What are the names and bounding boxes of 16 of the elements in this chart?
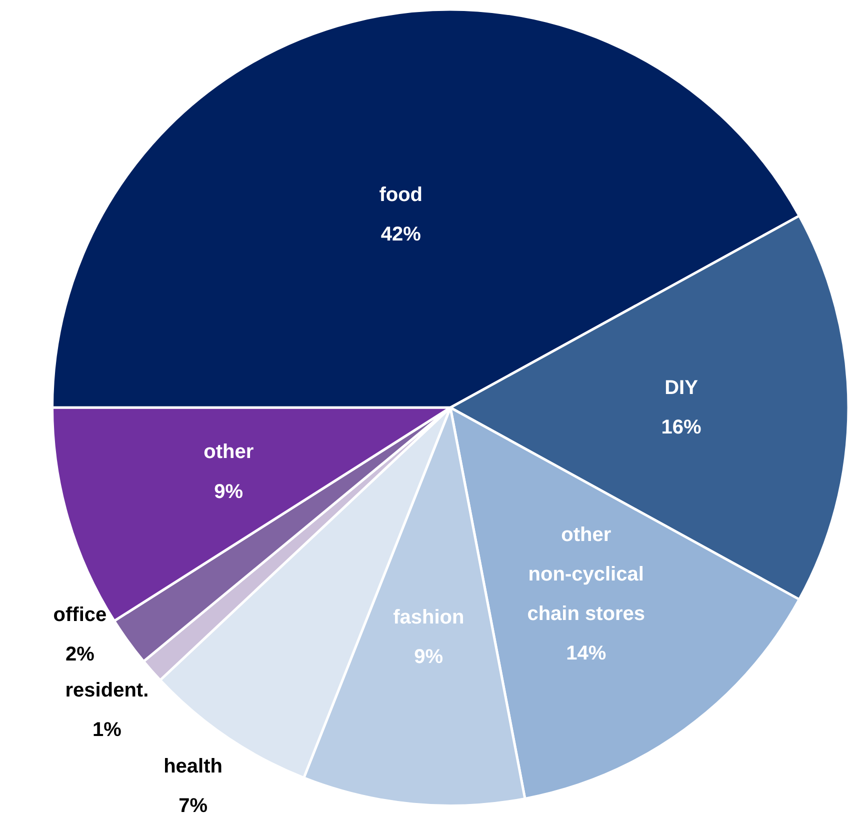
slice-label: resident.: [65, 679, 149, 702]
slice-label: health: [164, 755, 222, 778]
data-label: 14%: [566, 642, 606, 665]
slice-label: other: [204, 441, 254, 464]
slice-label: fashion: [393, 606, 464, 629]
data-label: 2%: [66, 643, 95, 666]
slice-label: other non-cyclical chain stores: [527, 524, 646, 626]
slice-label: office: [53, 604, 107, 626]
data-label: 1%: [92, 719, 122, 742]
data-label: 9%: [414, 646, 444, 668]
data-label: 42%: [380, 224, 422, 246]
slice-label: food: [379, 184, 423, 206]
data-label: 16%: [661, 416, 702, 438]
data-label: 9%: [214, 480, 244, 503]
data-label: 7%: [178, 794, 208, 817]
slice-label: DIY: [664, 376, 699, 399]
